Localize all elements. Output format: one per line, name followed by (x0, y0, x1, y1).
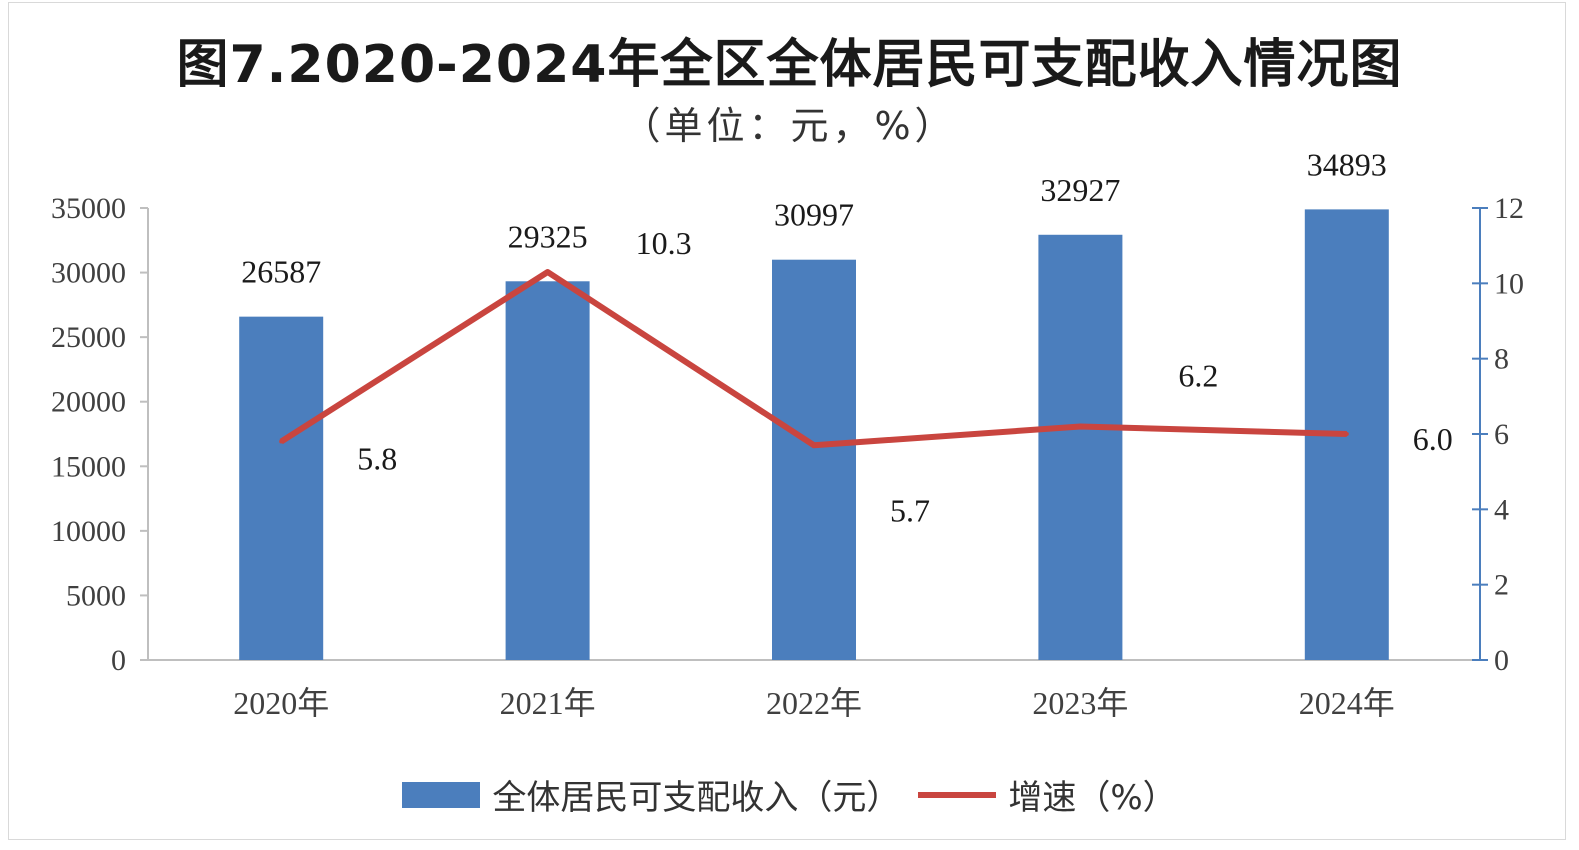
y-right-tick-label: 6 (1494, 418, 1509, 451)
x-tick-label: 2024年 (1299, 685, 1395, 721)
y-left-tick-label: 0 (111, 644, 126, 677)
x-tick-label: 2021年 (500, 685, 596, 721)
y-left-tick-label: 5000 (66, 579, 126, 612)
legend-swatch-bar (402, 781, 481, 808)
y-left-tick-label: 15000 (51, 450, 126, 483)
growth-point (545, 270, 550, 275)
growth-point (812, 443, 816, 448)
bar (772, 259, 856, 660)
chart-frame (8, 2, 1566, 840)
y-right-tick-label: 4 (1494, 493, 1509, 526)
y-left-tick-label: 20000 (51, 386, 126, 419)
y-left-tick-label: 25000 (51, 321, 126, 354)
x-tick-label: 2023年 (1032, 685, 1128, 721)
growth-value-label: 10.3 (636, 225, 692, 261)
y-left-tick-label: 35000 (51, 192, 126, 225)
growth-point (1344, 432, 1349, 436)
bar-value-label: 30997 (774, 197, 854, 233)
bar-value-label: 32927 (1040, 172, 1120, 208)
y-left-tick-label: 10000 (51, 515, 126, 548)
growth-value-label: 6.2 (1178, 357, 1218, 393)
chart-subtitle: （单位：元，%） (622, 104, 957, 148)
y-right-tick-label: 10 (1494, 267, 1524, 300)
legend-item-growth: 增速（%） (918, 770, 1177, 819)
y-left-tick-label: 30000 (51, 257, 126, 290)
legend-item-income: 全体居民可支配收入（元） (402, 770, 900, 819)
growth-point (279, 439, 284, 444)
chart-legend: 全体居民可支配收入（元） 增速（%） (0, 770, 1579, 819)
bar (1038, 234, 1123, 661)
bar (505, 281, 590, 660)
legend-swatch-line (918, 791, 997, 798)
x-tick-label: 2022年 (766, 685, 862, 721)
y-right-tick-label: 8 (1494, 343, 1509, 376)
y-right-tick-label: 12 (1494, 192, 1524, 225)
legend-label-income: 全体居民可支配收入（元） (492, 778, 901, 818)
bar (239, 316, 324, 660)
bar-value-label: 26587 (241, 254, 321, 290)
chart-title: 图7.2020-2024年全区全体居民可支配收入情况图 (176, 35, 1403, 95)
bar-value-label: 29325 (508, 218, 588, 254)
growth-value-label: 6.0 (1413, 421, 1453, 457)
growth-point (1078, 424, 1083, 429)
legend-label-growth: 增速（%） (1008, 778, 1177, 818)
y-right-tick-label: 0 (1494, 644, 1509, 677)
y-right-tick-label: 2 (1494, 569, 1509, 602)
bar-value-label: 34893 (1307, 146, 1387, 182)
growth-value-label: 5.7 (890, 492, 930, 528)
growth-value-label: 5.8 (357, 441, 397, 477)
x-tick-label: 2020年 (233, 685, 329, 721)
